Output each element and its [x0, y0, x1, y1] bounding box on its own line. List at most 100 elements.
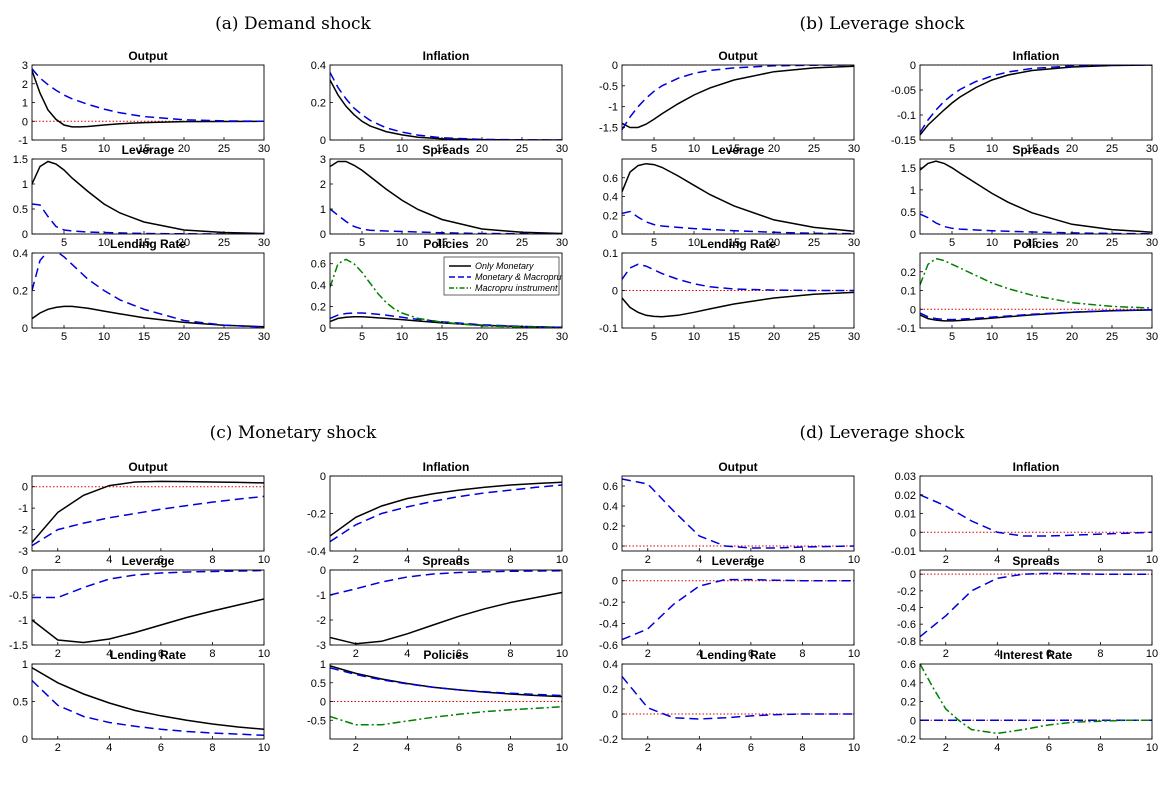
subplot-title: Output — [128, 49, 167, 63]
x-tick-label: 10 — [98, 143, 110, 155]
x-tick-label: 8 — [1097, 648, 1103, 660]
y-tick-label: -0.2 — [599, 597, 618, 609]
y-tick-label: 0.1 — [901, 286, 916, 298]
series-line-only-monetary — [920, 309, 1152, 322]
y-tick-label: 0 — [910, 527, 916, 539]
axes-box — [31, 475, 265, 552]
y-tick-label: -0.4 — [599, 619, 618, 631]
subplot-title: Lending Rate — [110, 237, 186, 251]
y-tick-label: -2 — [316, 615, 326, 627]
series-line-monetary-macropru — [622, 210, 854, 234]
y-tick-label: -1 — [316, 590, 326, 602]
x-tick-label: 25 — [218, 143, 230, 155]
series-line-monetary-macropru — [920, 65, 1152, 133]
y-tick-label: 0.6 — [901, 659, 916, 671]
x-tick-label: 8 — [209, 554, 215, 566]
x-tick-label: 8 — [799, 648, 805, 660]
y-tick-label: 0.4 — [311, 60, 326, 72]
axes-box — [31, 569, 265, 646]
panel-a-title: (a) Demand shock — [215, 14, 371, 34]
subplot-title: Output — [718, 460, 757, 474]
x-tick-label: 25 — [808, 237, 820, 249]
y-tick-label: 0.03 — [895, 471, 916, 483]
series-line-macropru-instrument — [330, 258, 562, 328]
x-tick-label: 2 — [645, 648, 651, 660]
x-tick-label: 15 — [138, 331, 150, 343]
subplot-c-spreads: Spreads 2 4 6 8 10 -3 -2 -1 0 — [316, 554, 568, 660]
x-tick-label: 15 — [138, 143, 150, 155]
y-tick-label: -0.2 — [307, 509, 326, 521]
y-tick-label: -1.5 — [599, 123, 618, 135]
axes-box — [919, 475, 1153, 552]
y-tick-label: 0 — [612, 229, 618, 241]
y-tick-label: 0.2 — [603, 210, 618, 222]
x-tick-label: 25 — [1106, 237, 1118, 249]
y-tick-label: 0 — [320, 323, 326, 335]
x-tick-label: 10 — [258, 648, 270, 660]
x-tick-label: 5 — [651, 331, 657, 343]
y-tick-label: 0.4 — [603, 192, 618, 204]
y-tick-label: 1.5 — [901, 163, 916, 175]
x-tick-label: 4 — [106, 648, 112, 660]
y-tick-label: 0.5 — [13, 204, 28, 216]
y-tick-label: 0 — [22, 565, 28, 577]
series-line-only-monetary — [920, 65, 1152, 136]
x-tick-label: 10 — [98, 237, 110, 249]
x-tick-label: 4 — [404, 554, 410, 566]
subplot-a-inflation: Inflation 5 10 15 20 25 30 0 0.2 0.4 — [311, 49, 568, 155]
series-line-monetary-macropru — [622, 65, 854, 131]
subplot-title: Output — [718, 49, 757, 63]
y-tick-label: -1.5 — [9, 640, 28, 652]
y-tick-label: 2 — [22, 79, 28, 91]
x-tick-label: 10 — [258, 742, 270, 754]
series-line-monetary-macropru — [330, 208, 562, 234]
subplot-title: Lending Rate — [700, 648, 776, 662]
y-tick-label: 0 — [612, 541, 618, 553]
y-tick-label: 0.5 — [901, 207, 916, 219]
series-line-monetary-macropru — [920, 494, 1152, 537]
x-tick-label: 20 — [178, 237, 190, 249]
series-line-monetary-macropru — [32, 203, 264, 234]
subplot-c-inflation: Inflation 2 4 6 8 10 -0.4 -0.2 0 — [307, 460, 568, 566]
x-tick-label: 5 — [61, 237, 67, 249]
y-tick-label: 2 — [320, 179, 326, 191]
x-tick-label: 30 — [1146, 237, 1158, 249]
y-tick-label: 0.01 — [895, 509, 916, 521]
y-tick-label: -0.1 — [897, 323, 916, 335]
x-tick-label: 20 — [178, 143, 190, 155]
subplot-d-inflation: Inflation 2 4 6 8 10 -0.01 0 0.01 0.02 0.03 — [891, 460, 1158, 566]
x-tick-label: 10 — [688, 143, 700, 155]
y-tick-label: 0 — [320, 697, 326, 709]
x-tick-label: 5 — [949, 331, 955, 343]
x-tick-label: 15 — [1026, 143, 1038, 155]
x-tick-label: 30 — [848, 331, 860, 343]
axes-box — [31, 252, 265, 329]
x-tick-label: 30 — [1146, 143, 1158, 155]
x-tick-label: 20 — [476, 143, 488, 155]
x-tick-label: 5 — [61, 143, 67, 155]
subplot-title: Spreads — [422, 143, 470, 157]
y-tick-label: -0.2 — [599, 734, 618, 746]
series-line-monetary-macropru — [32, 68, 264, 123]
y-tick-label: 0 — [612, 709, 618, 721]
y-tick-label: 0 — [22, 734, 28, 746]
x-tick-label: 8 — [507, 742, 513, 754]
series-line-monetary-macropru — [622, 676, 854, 720]
y-tick-label: -0.15 — [891, 135, 916, 147]
y-tick-label: -1 — [608, 102, 618, 114]
series-line-only-monetary — [330, 79, 562, 140]
series-line-monetary-macropru — [330, 72, 562, 140]
y-tick-label: 0 — [910, 60, 916, 72]
subplot-title: Spreads — [422, 554, 470, 568]
x-tick-label: 10 — [396, 143, 408, 155]
x-tick-label: 2 — [353, 648, 359, 660]
subplot-title: Inflation — [1013, 460, 1060, 474]
series-line-macropru-instrument — [330, 706, 562, 726]
x-tick-label: 6 — [158, 554, 164, 566]
y-tick-label: 0 — [320, 471, 326, 483]
subplot-d-leverage: Leverage 2 4 6 8 10 -0.6 -0.4 -0.2 0 — [599, 554, 860, 660]
y-tick-label: -1 — [18, 503, 28, 515]
